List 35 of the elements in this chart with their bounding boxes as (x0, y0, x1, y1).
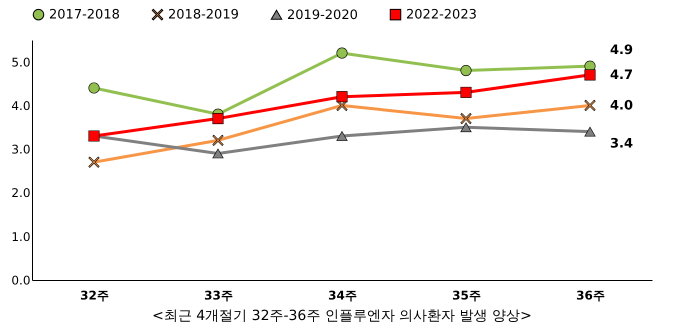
point (212, 113, 224, 124)
x-tick-label: 35주 (452, 288, 481, 302)
point (584, 69, 596, 80)
x-tick-label: 34주 (328, 288, 357, 302)
legend-label: 2019-2020 (287, 8, 358, 23)
annotation: 4.7 (610, 68, 634, 83)
point (584, 100, 596, 111)
point (88, 82, 100, 94)
y-tick-label: 2.0 (11, 186, 30, 200)
x-tick-label: 36주 (576, 288, 605, 302)
point (460, 113, 472, 124)
point (336, 48, 348, 59)
y-tick-label: 1.0 (11, 230, 30, 244)
annotation: 3.4 (610, 136, 634, 152)
text: <최근 4개절기 32주-36주 인플루엔자 의사환자 발생 양상> (152, 308, 532, 324)
point (584, 126, 596, 136)
point (460, 86, 472, 98)
annotation: 4.0 (610, 98, 634, 114)
point (336, 131, 348, 141)
y-tick-label: 3.0 (11, 142, 30, 157)
x-tick-label: 33주 (204, 288, 233, 302)
x-tick-label: 32주 (80, 288, 109, 302)
legend-label: 2017-2018 (49, 8, 120, 23)
point (212, 134, 224, 146)
point (460, 122, 472, 132)
legend-label: 2022-2023 (406, 8, 477, 23)
annotation: 4.9 (610, 43, 634, 58)
point (88, 156, 100, 168)
y-tick-label: 5.0 (11, 55, 30, 70)
point (336, 91, 348, 102)
y-tick-label: 0.0 (11, 274, 30, 288)
y-tick-label: 4.0 (11, 98, 30, 113)
legend-label: 2018-2019 (168, 8, 239, 23)
point (460, 65, 472, 76)
point (212, 148, 224, 158)
